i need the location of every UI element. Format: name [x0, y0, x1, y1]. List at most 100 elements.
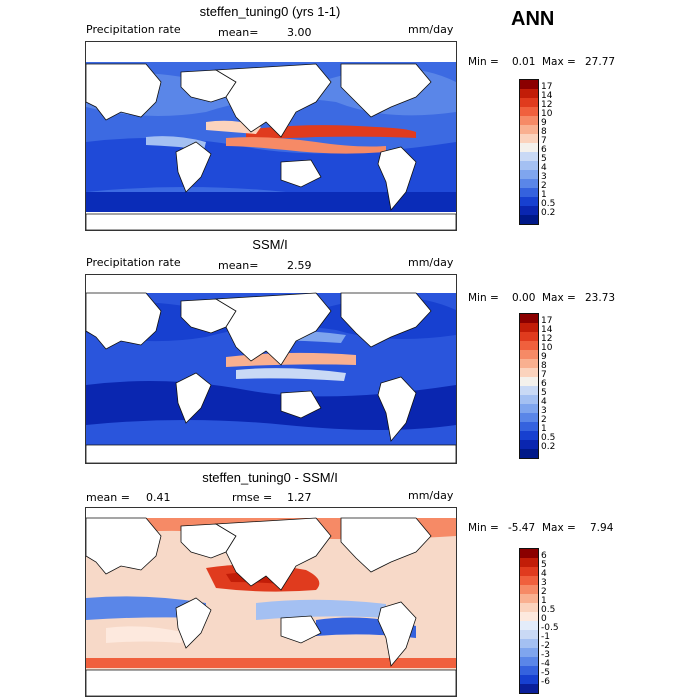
colorbar-tick-label: -0.5 — [541, 623, 559, 633]
panel-2-max-value: 23.73 — [585, 292, 616, 304]
colorbar-tick-label: 3 — [541, 172, 547, 182]
colorbar-tick-label: 17 — [541, 82, 553, 92]
panel-2-max-label: Max = — [542, 292, 576, 304]
colorbar-tick-label: 4 — [541, 569, 547, 579]
colorbar-tick-label: 3 — [541, 406, 547, 416]
colorbar-swatch — [520, 143, 538, 152]
panel-2-min-label: Min = — [468, 292, 499, 304]
colorbar-swatch — [520, 89, 538, 98]
colorbar-swatch — [520, 431, 538, 440]
panel-3-units: mm/day — [408, 489, 454, 502]
panel-3-max-value: 7.94 — [590, 522, 614, 534]
panel-1-map-svg — [86, 42, 456, 230]
colorbar-swatch — [520, 404, 538, 413]
colorbar-tick-label: 4 — [541, 163, 547, 173]
colorbar-tick-label: 0 — [541, 614, 547, 624]
panel-2-map — [85, 274, 457, 464]
colorbar-swatch — [520, 558, 538, 567]
colorbar-tick-label: 9 — [541, 352, 547, 362]
colorbar-swatch — [520, 377, 538, 386]
colorbar-tick-label: 6 — [541, 551, 547, 561]
colorbar-swatch — [520, 675, 538, 684]
panel-2-field-label: Precipitation rate — [86, 256, 181, 269]
colorbar-swatch — [520, 567, 538, 576]
colorbar-swatch — [520, 386, 538, 395]
colorbar-swatch — [520, 549, 538, 558]
colorbar-swatch — [520, 368, 538, 377]
colorbar-swatch — [520, 332, 538, 341]
colorbar-tick-label: 9 — [541, 118, 547, 128]
colorbar-swatch — [520, 639, 538, 648]
colorbar-swatch — [520, 116, 538, 125]
colorbar-swatch — [520, 422, 538, 431]
panel-3-max-label: Max = — [542, 522, 576, 534]
colorbar-swatch — [520, 666, 538, 675]
colorbar-tick-label: -2 — [541, 641, 550, 651]
colorbar-tick-label: 12 — [541, 100, 553, 110]
panel-1-mean-label: mean= — [218, 26, 259, 39]
colorbar-tick-label: 14 — [541, 91, 553, 101]
season-label: ANN — [511, 8, 555, 30]
colorbar-swatch — [520, 630, 538, 639]
panel-1-title: steffen_tuning0 (yrs 1-1) — [199, 4, 341, 19]
colorbar-swatch — [520, 98, 538, 107]
colorbar-tick-label: 5 — [541, 388, 547, 398]
colorbar-swatch — [520, 350, 538, 359]
colorbar-swatch — [520, 161, 538, 170]
colorbar-tick-label: -4 — [541, 659, 550, 669]
colorbar-tick-label: 12 — [541, 334, 553, 344]
panel-1-max-label: Max = — [542, 56, 576, 68]
panel-2-colorbar — [519, 313, 539, 459]
colorbar-swatch — [520, 612, 538, 621]
colorbar-tick-label: 0.5 — [541, 199, 556, 209]
panel-3-title: steffen_tuning0 - SSM/I — [202, 470, 338, 485]
panel-1-field-label: Precipitation rate — [86, 23, 181, 36]
colorbar-swatch — [520, 179, 538, 188]
colorbar-tick-label: 0.2 — [541, 208, 556, 218]
colorbar-tick-label: 6 — [541, 379, 547, 389]
colorbar-tick-label: 1 — [541, 424, 547, 434]
colorbar-tick-label: 6 — [541, 145, 547, 155]
colorbar-tick-label: 10 — [541, 109, 553, 119]
panel-1-mean-value: 3.00 — [287, 26, 312, 39]
colorbar-swatch — [520, 170, 538, 179]
colorbar-swatch — [520, 603, 538, 612]
panel-2-units: mm/day — [408, 256, 454, 269]
panel-1-map — [85, 41, 457, 231]
panel-2-min-value: 0.00 — [512, 292, 536, 304]
panel-3-min-value: -5.47 — [508, 522, 536, 534]
colorbar-tick-label: 10 — [541, 343, 553, 353]
colorbar-swatch — [520, 684, 538, 693]
colorbar-swatch — [520, 621, 538, 630]
colorbar-tick-label: 1 — [541, 190, 547, 200]
panel-3-mean-value: 0.41 — [146, 491, 171, 504]
colorbar-tick-label: 7 — [541, 370, 547, 380]
colorbar-tick-label: -1 — [541, 632, 550, 642]
colorbar-tick-label: 8 — [541, 361, 547, 371]
colorbar-swatch — [520, 413, 538, 422]
panel-2-mean-label: mean= — [218, 259, 259, 272]
panel-2-mean-value: 2.59 — [287, 259, 312, 272]
colorbar-swatch — [520, 395, 538, 404]
colorbar-tick-label: 3 — [541, 578, 547, 588]
colorbar-tick-label: 2 — [541, 181, 547, 191]
colorbar-swatch — [520, 359, 538, 368]
colorbar-swatch — [520, 594, 538, 603]
colorbar-swatch — [520, 107, 538, 116]
colorbar-swatch — [520, 197, 538, 206]
colorbar-tick-label: 2 — [541, 415, 547, 425]
colorbar-swatch — [520, 314, 538, 323]
colorbar-tick-label: 8 — [541, 127, 547, 137]
panel-3-map — [85, 507, 457, 697]
panel-1-min-label: Min = — [468, 56, 499, 68]
colorbar-tick-label: -6 — [541, 677, 550, 687]
colorbar-swatch — [520, 125, 538, 134]
colorbar-tick-label: 5 — [541, 154, 547, 164]
colorbar-swatch — [520, 341, 538, 350]
colorbar-swatch — [520, 449, 538, 458]
colorbar-tick-label: 17 — [541, 316, 553, 326]
colorbar-tick-label: -3 — [541, 650, 550, 660]
panel-1-colorbar — [519, 79, 539, 225]
panel-1-min-value: 0.01 — [512, 56, 536, 68]
colorbar-swatch — [520, 657, 538, 666]
